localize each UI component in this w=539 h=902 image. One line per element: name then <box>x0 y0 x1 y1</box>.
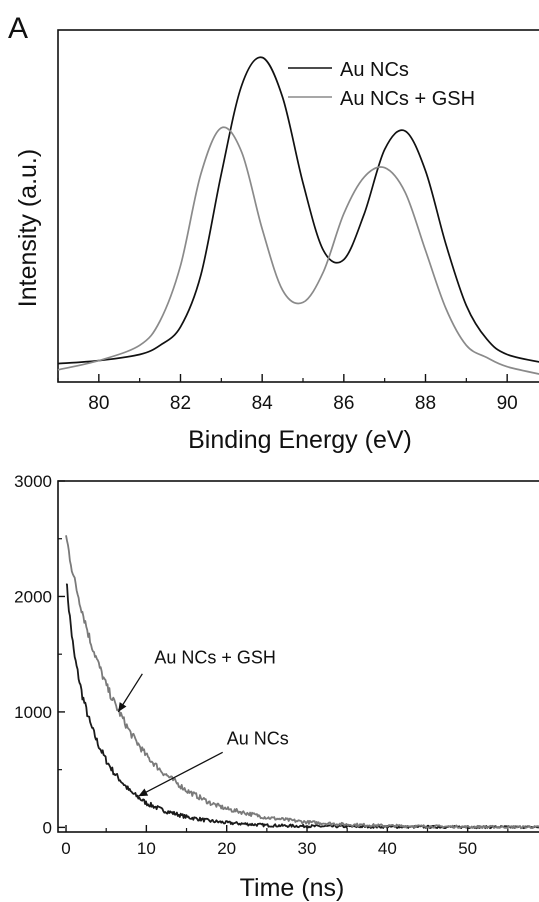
panel-a-x-tick-label: 82 <box>170 393 191 414</box>
annotation-arrowhead-au-ncs-gsh <box>118 702 127 712</box>
panel-a-legend: Au NCs Au NCs + GSH <box>288 59 475 110</box>
panel-a-plot-frame <box>57 29 539 383</box>
panel-a: A 80 82 84 86 88 90 Binding Energy (eV) Inten… <box>8 12 539 454</box>
panel-b-x-axis: 0102030405060 <box>61 825 539 858</box>
panel-a-x-tick-label: 88 <box>415 393 436 414</box>
panel-b-x-tick-label: 50 <box>458 839 477 858</box>
panel-b-x-tick-label: 0 <box>61 839 70 858</box>
annotation-label-au-ncs: Au NCs <box>227 728 289 748</box>
series-trace-au-ncs-gsh <box>65 535 539 830</box>
panel-b-y-tick-label: 0 <box>43 818 52 837</box>
annotation-label-au-ncs-gsh: Au NCs + GSH <box>154 647 276 667</box>
panel-b-annotations: Au NCs + GSH Au NCs <box>117 647 289 797</box>
panel-b-y-tick-label: 2000 <box>14 587 52 606</box>
panel-b-x-tick-label: 30 <box>298 839 317 858</box>
series-line-au-ncs-gsh <box>57 126 539 375</box>
legend-label-au-ncs-gsh: Au NCs + GSH <box>340 88 475 110</box>
panel-a-y-axis-title: Intensity (a.u.) <box>14 149 42 307</box>
panel-a-x-tick-label: 80 <box>88 393 109 414</box>
panel-b-x-tick-label: 40 <box>378 839 397 858</box>
panel-a-series <box>57 56 539 375</box>
panel-a-x-tick-label: 84 <box>252 393 274 414</box>
panel-b-plot-frame <box>57 480 539 833</box>
series-trace-au-ncs <box>65 583 539 830</box>
panel-b-y-tick-label: 3000 <box>14 472 52 491</box>
panel-a-x-tick-label: 86 <box>333 393 354 414</box>
panel-a-x-axis-title: Binding Energy (eV) <box>188 426 412 454</box>
panel-b-x-tick-label: 20 <box>217 839 236 858</box>
panel-b-y-axis: 0 1000 2000 3000 <box>14 472 65 837</box>
annotation-arrow-au-ncs <box>138 751 223 797</box>
legend-label-au-ncs: Au NCs <box>340 59 409 81</box>
panel-b-x-tick-label: 10 <box>137 839 156 858</box>
panel-label: A <box>8 12 28 45</box>
panel-b-series <box>65 535 539 830</box>
panel-b-y-tick-label: 1000 <box>14 703 52 722</box>
annotation-arrowhead-au-ncs <box>138 788 149 797</box>
panel-a-x-axis: 80 82 84 86 88 90 <box>57 374 518 414</box>
panel-b-x-axis-title: Time (ns) <box>240 874 345 902</box>
series-line-au-ncs <box>57 56 539 365</box>
panel-a-x-tick-label: 90 <box>497 393 518 414</box>
